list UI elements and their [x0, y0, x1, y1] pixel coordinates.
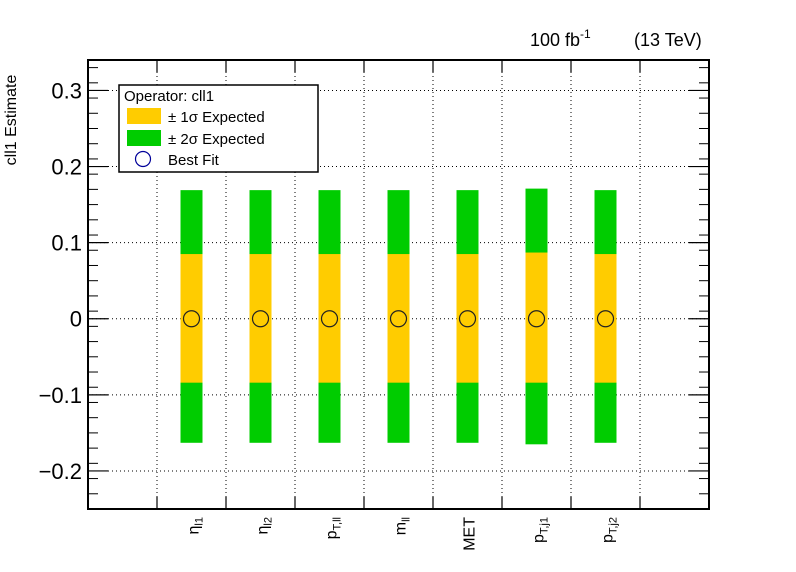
legend-swatch-one-sigma [127, 108, 161, 124]
x-tick-label-sub: l1 [194, 517, 206, 526]
markers [182, 310, 615, 328]
one-sigma-band [525, 252, 548, 383]
x-tick-label-base: p [531, 534, 548, 543]
grid [88, 60, 709, 509]
legend-label-two-sigma: ± 2σ Expected [168, 131, 265, 148]
y-tick-label: 0.2 [51, 155, 82, 180]
energy-annotation: (13 TeV) [634, 30, 702, 50]
best-fit-marker [320, 310, 339, 328]
one-sigma-band [456, 254, 479, 383]
one-sigma-band [249, 254, 272, 383]
x-tick-label: ηl2 [255, 517, 275, 534]
bands [180, 188, 617, 445]
x-tick-label-sub: ll [401, 517, 413, 522]
x-tick-label-base: m [393, 522, 410, 535]
x-tick-label: MET [462, 517, 479, 551]
x-tick-label-base: p [324, 530, 341, 539]
legend: Operator: cll1 ± 1σ Expected ± 2σ Expect… [118, 84, 319, 173]
legend-title: Operator: cll1 [124, 88, 214, 105]
y-axis-label: cll1 Estimate [3, 75, 20, 166]
x-tick-label-sub: l2 [263, 517, 275, 526]
one-sigma-band [318, 254, 341, 383]
x-tick-label: pT,j2 [600, 517, 620, 543]
legend-label-best-fit: Best Fit [168, 152, 220, 169]
best-fit-marker [596, 310, 615, 328]
one-sigma-band [387, 254, 410, 383]
y-tick-label: −0.2 [39, 459, 82, 484]
x-tick-label-base: p [600, 534, 617, 543]
one-sigma-band [594, 254, 617, 383]
x-tick-label-base: η [186, 526, 203, 535]
x-tick-label-base: η [255, 526, 272, 535]
best-fit-marker [527, 310, 546, 328]
one-sigma-band [180, 254, 203, 383]
luminosity-exponent: -1 [580, 27, 591, 41]
best-fit-marker [251, 310, 270, 328]
x-tick-label-base: MET [462, 517, 479, 551]
legend-swatch-two-sigma [127, 130, 161, 146]
plot-frame [87, 59, 710, 510]
y-tick-label: 0.3 [51, 78, 82, 103]
x-tick-label: mll [393, 517, 413, 535]
x-tick-label: pT,j1 [531, 517, 551, 543]
y-tick-label: 0.1 [51, 231, 82, 256]
legend-box [118, 84, 319, 173]
x-tick-label-sub: T,j1 [539, 517, 551, 534]
y-axis: −0.2 −0.1 0 0.1 0.2 0.3 [39, 67, 709, 510]
x-tick-label: pT,ll [324, 517, 344, 539]
y-tick-label: 0 [70, 307, 82, 332]
best-fit-marker [182, 310, 201, 328]
legend-label-one-sigma: ± 1σ Expected [168, 109, 265, 126]
y-tick-label: −0.1 [39, 383, 82, 408]
x-tick-label: ηl1 [186, 517, 206, 534]
best-fit-marker [389, 310, 408, 328]
best-fit-marker [458, 310, 477, 328]
luminosity-value: 100 fb [530, 30, 580, 50]
legend-marker-best-fit [134, 150, 152, 168]
x-tick-label-sub: T,j2 [608, 517, 620, 534]
luminosity-annotation: 100 fb-1 [530, 27, 591, 50]
x-tick-label-sub: T,ll [332, 517, 344, 530]
